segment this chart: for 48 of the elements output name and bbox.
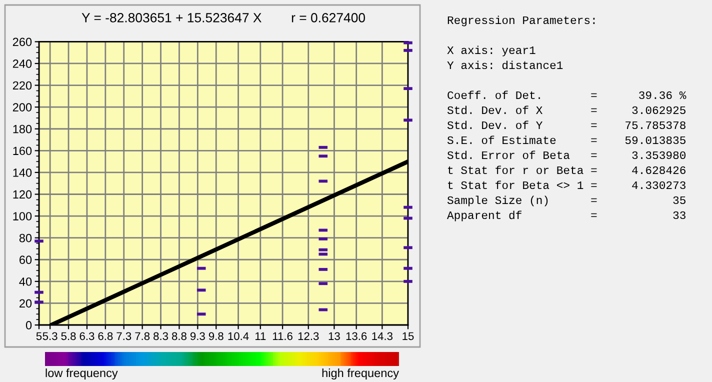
y-tick-label: 80 [19,234,32,242]
text: Coeff. of Det. = 39.36 % [448,90,686,100]
text: S.E. of Estimate = 59.013835 [447,136,686,144]
x-tick-label: 12.3 [298,332,319,340]
text: Std. Error of Beta = 3.353980 [447,150,686,160]
text: Std. Dev. of X = 3.062925 [447,106,686,114]
x-tick-label: 9.8 [208,332,224,340]
text: Sample Size (n) = 35 [447,196,686,206]
x-tick-label: 10.4 [228,332,249,340]
x-tick-label: 5 [36,332,42,340]
x-tick-label: 11 [255,332,266,340]
x-tick-label: 6.3 [80,332,94,340]
text: t Stat for Beta <> 1 = 4.330273 [448,180,686,190]
x-tick-label: 9.3 [190,332,205,340]
chart-title: Y = -82.803651 + 15.523647 X r = 0.627400 [82,13,366,22]
y-tick-label: 20 [20,299,32,308]
text: Apparent df = 33 [447,210,686,222]
y-tick-label: 120 [13,190,32,199]
text: X axis: year1 [447,46,536,56]
text: Y axis: distance1 [447,60,563,70]
y-tick-label: 240 [12,60,32,68]
y-tick-label: 220 [12,81,32,90]
x-tick-label: 7.3 [116,332,132,340]
y-tick-label: 40 [19,277,32,286]
y-tick-label: 60 [20,256,32,264]
x-tick-label: 15 [402,332,414,340]
x-tick-label: 13 [328,332,340,340]
text: t Stat for r or Beta = 4.628426 [448,166,686,174]
y-tick-label: 180 [13,124,32,134]
x-tick-label: 5.3 [42,332,58,340]
x-tick-label: 11.6 [272,332,292,340]
y-tick-label: 200 [12,103,32,112]
y-tick-label: 0 [26,321,32,330]
y-tick-label: 260 [12,38,32,46]
x-tick-label: 13.6 [346,332,367,340]
x-tick-label: 8.3 [154,332,168,340]
y-tick-label: 160 [13,146,32,156]
x-tick-label: 5.8 [61,332,76,340]
x-tick-label: 6.8 [98,332,113,340]
text: low frequency [46,368,118,380]
text: Regression Parameters: [448,16,595,26]
text: high frequency [322,368,399,380]
text: Std. Dev. of Y = 75.785378 [447,120,686,130]
x-tick-label: 7.8 [135,332,150,340]
x-tick-label: 8.8 [172,332,186,340]
x-tick-label: 14.3 [372,332,392,340]
y-tick-label: 140 [13,168,32,177]
y-tick-label: 100 [13,212,32,220]
